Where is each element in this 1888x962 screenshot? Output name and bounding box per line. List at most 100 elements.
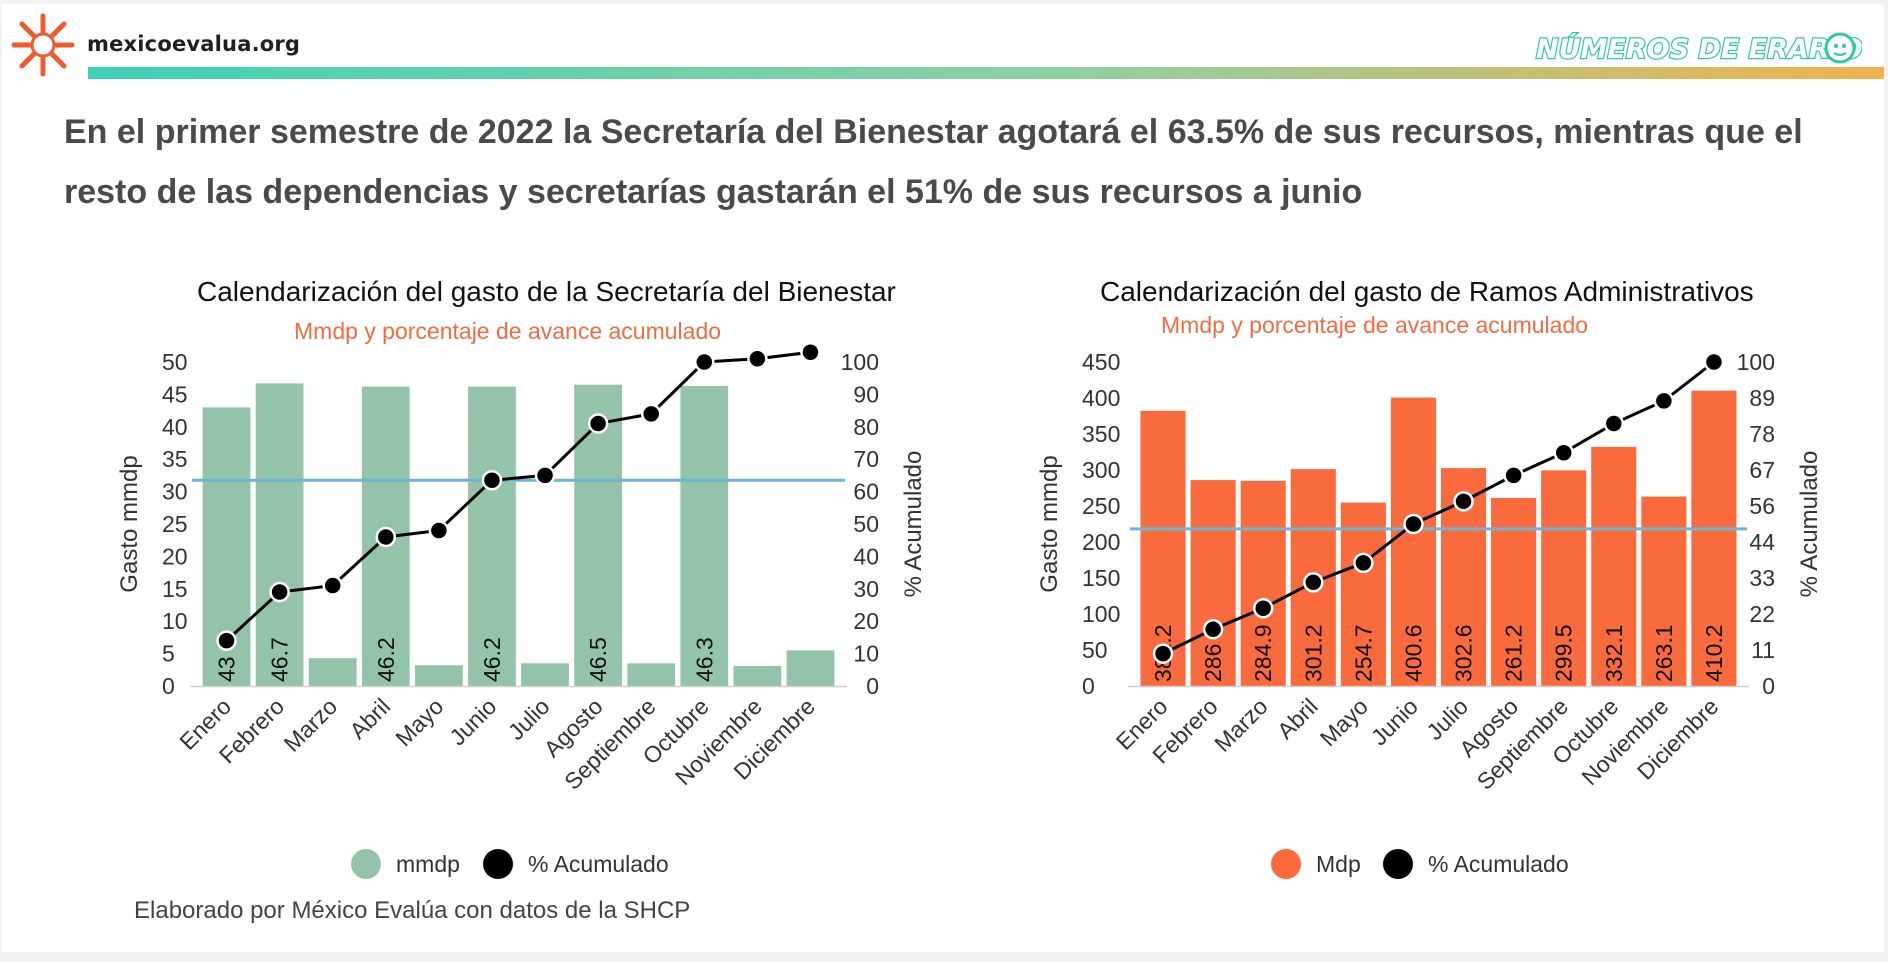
y2-tick-label: 22 — [1749, 601, 1775, 627]
y-tick-label: 450 — [1082, 349, 1120, 375]
cumulative-point — [1553, 442, 1574, 463]
legend-line-label: % Acumulado — [1428, 851, 1569, 877]
y2-tick-label: 30 — [853, 576, 879, 602]
bar — [468, 386, 516, 686]
cumulative-point — [694, 351, 715, 373]
chart2-title: Calendarización del gasto de Ramos Admin… — [1100, 276, 1754, 307]
bar-data-label: 46.7 — [267, 637, 293, 682]
cumulative-point — [269, 581, 290, 603]
bar-data-label: 43 — [214, 656, 240, 682]
cumulative-point — [216, 630, 237, 651]
bar — [308, 658, 357, 686]
cumulative-point — [747, 348, 768, 370]
y-tick-label: 100 — [1082, 601, 1120, 627]
x-tick-label: Abril — [344, 693, 395, 744]
legend-bar-swatch-icon — [351, 849, 381, 879]
ramos-chart: 0 50 100 150 200 250 300 350 400 450 0 11 22 33 44 56 67… — [1036, 349, 1823, 879]
y-tick-label: 35 — [162, 446, 188, 472]
y2-tick-label: 90 — [853, 381, 879, 407]
bar-data-label: 286 — [1200, 644, 1226, 682]
x-tick-label: Marzo — [1209, 693, 1273, 757]
y2-tick-label: 0 — [1762, 673, 1775, 699]
bar — [521, 663, 569, 686]
y2-tick-label: 0 — [866, 673, 879, 699]
chart1-title: Calendarización del gasto de la Secretar… — [197, 276, 896, 307]
numeros-de-erario-logo: NÚMEROS DE ERARIO — [1535, 32, 1862, 66]
header-gradient-bar — [88, 67, 1884, 79]
bienestar-chart: 0 5 10 15 20 25 30 35 40 45 50 0 10 20 30 40 50 60 70 80 90 1… — [116, 342, 927, 879]
bar-data-label: 261.2 — [1501, 624, 1527, 682]
mexicoevalua-logo-icon — [11, 13, 75, 77]
y-tick-label: 25 — [162, 511, 188, 537]
cumulative-point — [428, 520, 450, 541]
cumulative-point — [640, 403, 662, 425]
legend-bar-label: mmdp — [396, 851, 460, 877]
y2-tick-label: 20 — [853, 608, 879, 634]
cumulative-point — [1453, 491, 1474, 512]
source-note: Elaborado por México Evalúa con datos de… — [134, 897, 691, 924]
legend-line-swatch-icon — [483, 849, 513, 879]
cumulative-point — [800, 342, 821, 363]
y-tick-label: 10 — [162, 608, 188, 634]
cumulative-point — [1353, 552, 1374, 574]
y2-tick-label: 44 — [1749, 529, 1775, 555]
bar-data-label: 284.9 — [1250, 624, 1276, 682]
bar — [1390, 397, 1436, 686]
cumulative-point — [1152, 643, 1174, 664]
bar-data-label: 46.3 — [691, 637, 717, 682]
cumulative-point — [375, 526, 397, 548]
y-tick-label: 50 — [1082, 637, 1108, 663]
y-tick-label: 0 — [162, 673, 175, 699]
site-name: mexicoevalua.org — [87, 32, 301, 56]
bar — [1140, 410, 1186, 686]
bar — [1541, 470, 1587, 686]
y-tick-label: 5 — [162, 641, 175, 667]
x-tick-label: Mayo — [1315, 693, 1373, 751]
y2-tick-label: 56 — [1749, 493, 1775, 519]
bar-data-label: 46.2 — [373, 637, 399, 682]
bar — [786, 650, 835, 686]
cumulative-point — [1202, 619, 1224, 640]
bar — [680, 385, 729, 686]
y-tick-label: 400 — [1082, 385, 1120, 411]
y2-axis-title: % Acumulado — [900, 451, 927, 598]
bar-data-label: 332.1 — [1601, 624, 1627, 682]
bar — [1240, 480, 1286, 686]
cumulative-point — [481, 470, 503, 491]
y2-tick-label: 67 — [1749, 457, 1775, 483]
y-tick-label: 150 — [1082, 565, 1120, 591]
y-tick-label: 45 — [162, 381, 188, 407]
y-tick-label: 250 — [1082, 493, 1120, 519]
bar — [574, 384, 623, 686]
cumulative-point — [322, 575, 343, 596]
bar — [414, 665, 463, 686]
cumulative-point — [1703, 351, 1725, 373]
bar-data-label: 410.2 — [1701, 624, 1727, 682]
y-tick-label: 50 — [162, 349, 188, 375]
y-tick-label: 350 — [1082, 421, 1120, 447]
cumulative-point — [1403, 513, 1424, 535]
y-tick-label: 40 — [162, 414, 188, 440]
y2-tick-label: 100 — [841, 349, 879, 375]
y2-tick-label: 10 — [853, 641, 879, 667]
cumulative-point — [1252, 597, 1274, 619]
x-tick-label: Abril — [1272, 693, 1323, 744]
x-tick-label: Marzo — [279, 693, 343, 757]
bar-data-label: 263.1 — [1651, 624, 1677, 682]
y2-tick-label: 78 — [1749, 421, 1775, 447]
y-axis-title: Gasto mmdp — [1036, 455, 1063, 592]
y-tick-label: 200 — [1082, 529, 1120, 555]
y-tick-label: 30 — [162, 479, 188, 505]
y2-tick-label: 80 — [853, 414, 879, 440]
bar — [255, 383, 304, 686]
bar-data-label: 302.6 — [1451, 624, 1477, 682]
bar-data-label: 400.6 — [1400, 624, 1426, 682]
infographic: mexicoevalua.org NÚMEROS DE ERARIO En el… — [2, 4, 1884, 952]
brand-text: NÚMEROS DE ERARIO — [1536, 33, 1862, 65]
piggy-bank-icon — [1824, 32, 1856, 64]
y2-tick-label: 89 — [1749, 385, 1775, 411]
y2-tick-label: 33 — [1749, 565, 1775, 591]
y-tick-label: 15 — [162, 576, 188, 602]
y2-tick-label: 50 — [853, 511, 879, 537]
bar-data-label: 254.7 — [1350, 624, 1376, 682]
